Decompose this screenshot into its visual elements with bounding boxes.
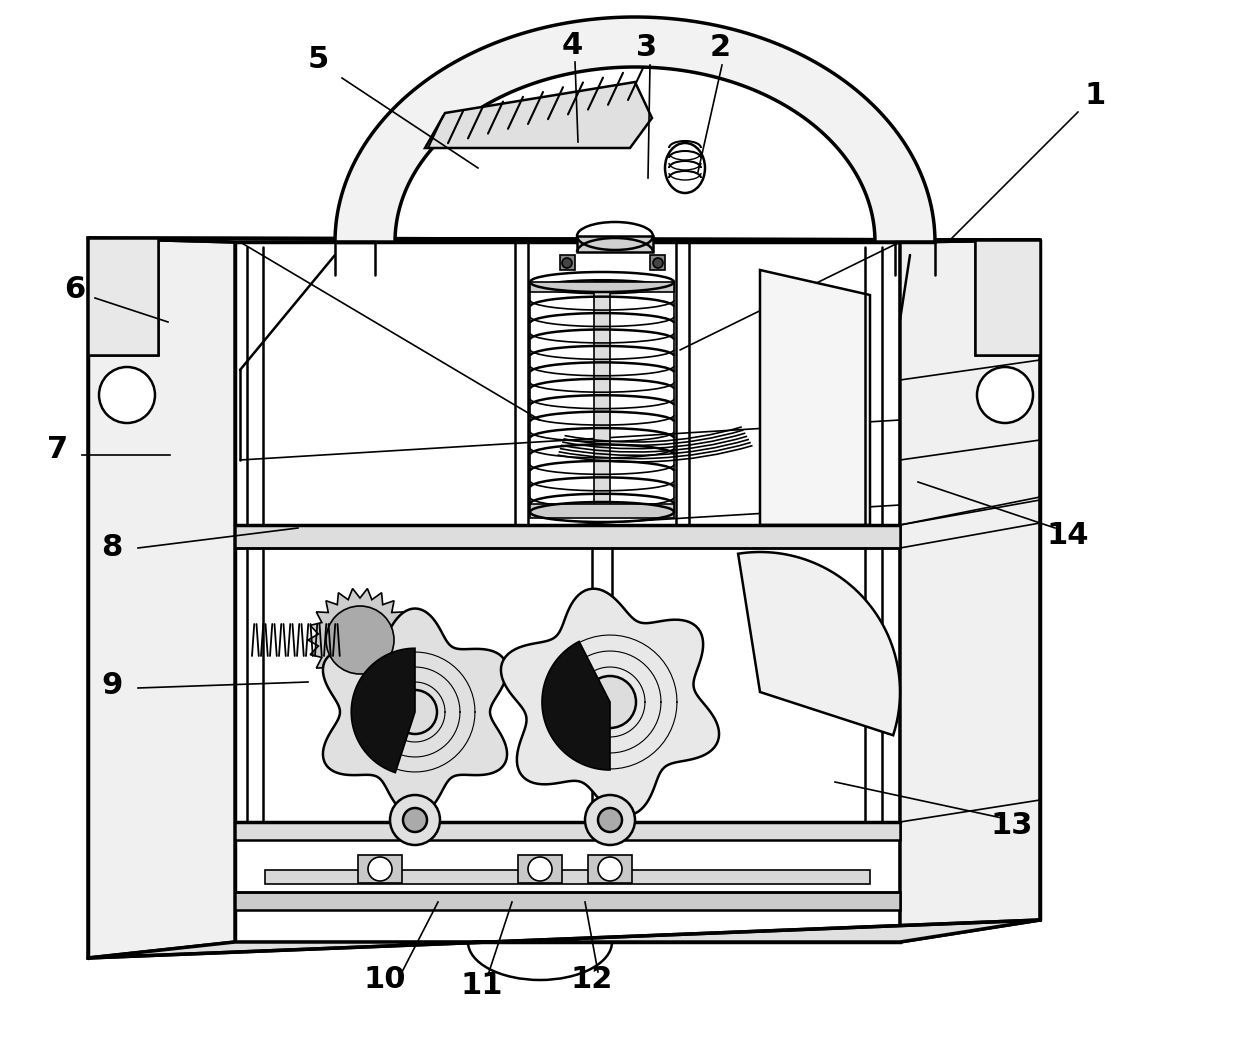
Circle shape [403, 808, 427, 832]
Text: 8: 8 [102, 534, 123, 562]
Polygon shape [236, 822, 900, 840]
Polygon shape [335, 17, 935, 242]
Text: 12: 12 [570, 965, 614, 995]
Circle shape [562, 258, 572, 268]
Polygon shape [650, 255, 665, 270]
Polygon shape [501, 589, 719, 816]
Circle shape [977, 367, 1033, 423]
Circle shape [368, 857, 392, 881]
Circle shape [528, 857, 552, 881]
Text: 10: 10 [363, 965, 407, 995]
Text: 5: 5 [308, 45, 329, 75]
Polygon shape [529, 282, 675, 292]
Polygon shape [738, 552, 900, 735]
Polygon shape [236, 525, 900, 548]
Polygon shape [236, 891, 900, 910]
Circle shape [598, 857, 622, 881]
Polygon shape [88, 238, 1040, 242]
Polygon shape [760, 270, 870, 525]
Polygon shape [236, 242, 900, 942]
Polygon shape [588, 855, 632, 883]
Text: 2: 2 [709, 34, 730, 62]
Circle shape [391, 795, 440, 845]
Circle shape [584, 676, 636, 728]
Circle shape [585, 795, 635, 845]
Text: 7: 7 [47, 436, 68, 464]
Polygon shape [425, 82, 652, 148]
Circle shape [99, 367, 155, 423]
Polygon shape [308, 589, 412, 691]
Text: 1: 1 [1084, 80, 1106, 110]
Polygon shape [322, 609, 507, 816]
Polygon shape [560, 255, 575, 270]
Polygon shape [358, 855, 402, 883]
Text: 13: 13 [991, 810, 1033, 840]
Text: 3: 3 [636, 34, 657, 62]
Circle shape [326, 606, 394, 674]
Polygon shape [88, 238, 236, 958]
Polygon shape [594, 282, 610, 512]
Polygon shape [529, 504, 675, 518]
Polygon shape [351, 648, 415, 772]
Polygon shape [577, 236, 653, 252]
Polygon shape [88, 920, 1040, 958]
Circle shape [598, 808, 622, 832]
Circle shape [393, 690, 436, 734]
Text: 11: 11 [461, 971, 503, 999]
Text: 9: 9 [102, 671, 123, 699]
Polygon shape [542, 641, 610, 770]
Text: 4: 4 [562, 31, 583, 59]
Polygon shape [518, 855, 562, 883]
Polygon shape [900, 239, 1040, 942]
Polygon shape [88, 238, 157, 354]
Text: 6: 6 [64, 275, 86, 305]
Polygon shape [265, 870, 870, 884]
Polygon shape [510, 646, 580, 714]
Text: 14: 14 [1047, 520, 1089, 550]
Polygon shape [975, 239, 1040, 354]
Circle shape [653, 258, 663, 268]
